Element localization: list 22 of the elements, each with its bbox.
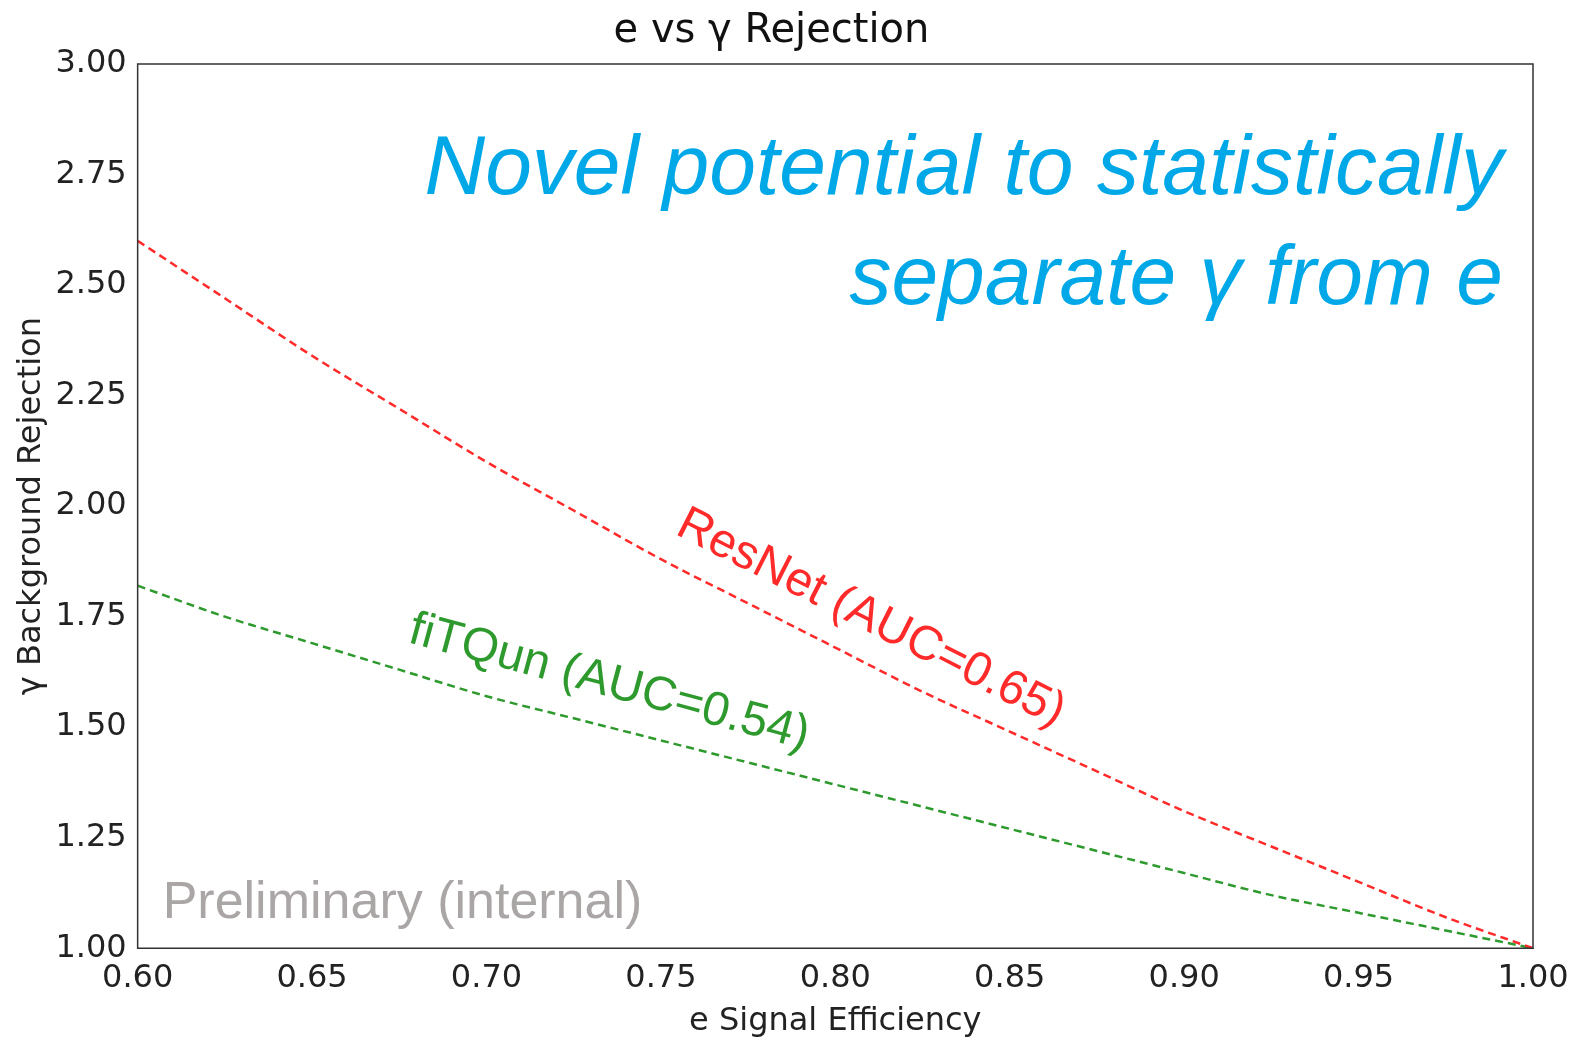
y-tick-label: 2.00 — [55, 484, 127, 523]
y-axis-title: γ Background Rejection — [9, 317, 48, 696]
x-tick-label: 0.70 — [450, 956, 523, 995]
x-tick-label: 0.90 — [1148, 956, 1220, 995]
x-tick-label: 0.80 — [799, 956, 871, 995]
line-series — [137, 239, 1533, 949]
x-tick-label: 0.65 — [276, 956, 348, 995]
y-tick-label: 2.75 — [55, 152, 127, 191]
y-tick-label: 1.75 — [55, 594, 127, 633]
x-tick-label: 1.00 — [1497, 956, 1569, 995]
x-axis-title: e Signal Efficiency — [689, 1000, 982, 1039]
y-tick-label: 1.50 — [55, 705, 127, 744]
y-tick-label: 3.00 — [55, 42, 127, 81]
annotation: Novel potential to statistically separate γ from e — [424, 118, 1508, 322]
x-tick-label: 0.95 — [1322, 956, 1395, 995]
chart-title: e vs γ Rejection — [613, 5, 930, 52]
y-tick-label: 2.25 — [55, 373, 127, 412]
x-tick-label: 0.85 — [974, 956, 1046, 995]
annotation: Preliminary (internal) — [162, 871, 643, 930]
x-tick-label: 0.75 — [625, 956, 697, 995]
y-tick-label: 1.25 — [55, 815, 127, 854]
y-tick-label: 2.50 — [55, 263, 127, 302]
